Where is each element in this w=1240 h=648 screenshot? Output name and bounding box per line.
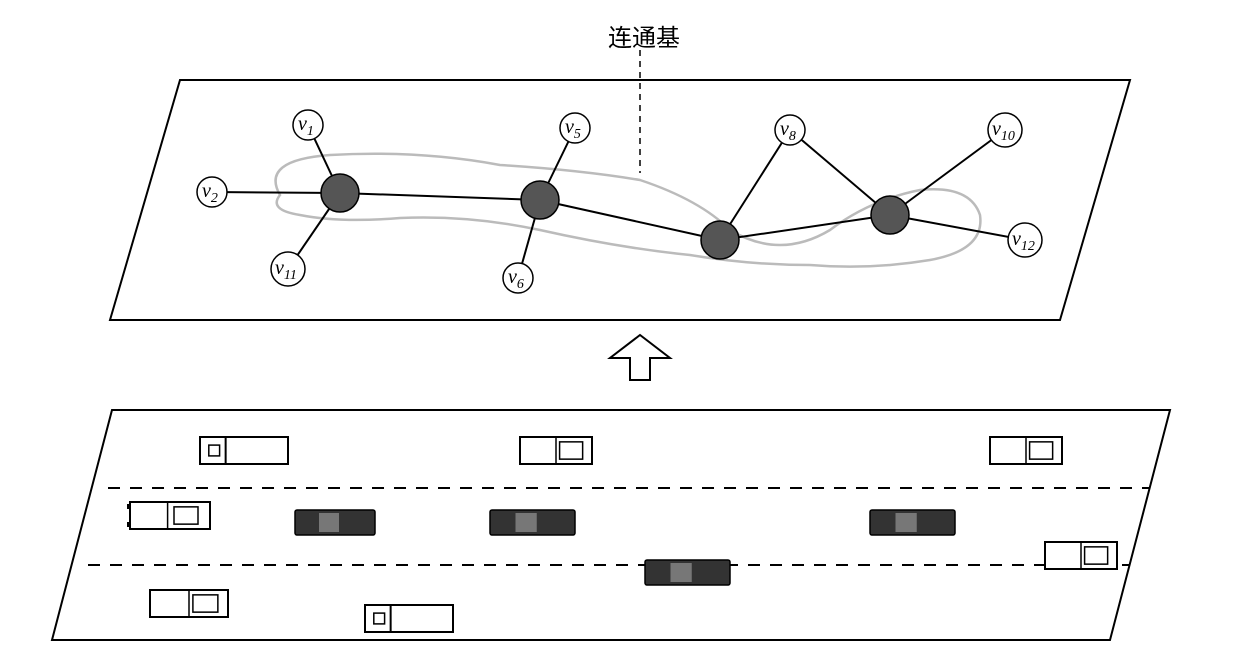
car-light xyxy=(127,502,210,529)
car-dark xyxy=(490,510,575,535)
up-arrow-icon xyxy=(610,335,670,380)
car-dark xyxy=(645,560,730,585)
diagram-container: 连通基 v1 v2 v11 v5 v6 v8 v10 v12 xyxy=(0,0,1240,648)
node-label-v12: v12 xyxy=(1012,228,1035,255)
title-label: 连通基 xyxy=(608,18,680,53)
car-light xyxy=(1045,542,1117,569)
edge-v12-h4 xyxy=(890,215,1025,240)
car-light xyxy=(150,590,228,617)
main-svg xyxy=(0,0,1240,648)
node-label-v8: v8 xyxy=(780,118,796,145)
upper-plane xyxy=(110,80,1130,320)
node-label-v6: v6 xyxy=(508,266,524,293)
car-dark xyxy=(870,510,955,535)
edge-h1-h2 xyxy=(340,193,540,200)
car-light xyxy=(520,437,592,464)
hub-node-h1 xyxy=(321,174,359,212)
hub-node-h2 xyxy=(521,181,559,219)
hub-node-h3 xyxy=(701,221,739,259)
node-label-v10: v10 xyxy=(992,118,1015,145)
car-light xyxy=(990,437,1062,464)
edge-v10-h4 xyxy=(890,130,1005,215)
car-light xyxy=(200,437,288,464)
edge-h3-h4 xyxy=(720,215,890,240)
node-label-v1: v1 xyxy=(298,113,314,140)
hub-node-h4 xyxy=(871,196,909,234)
node-label-v11: v11 xyxy=(275,257,297,284)
node-label-v2: v2 xyxy=(202,180,218,207)
edge-h2-h3 xyxy=(540,200,720,240)
node-label-v5: v5 xyxy=(565,116,581,143)
car-dark xyxy=(295,510,375,535)
car-light xyxy=(365,605,453,632)
